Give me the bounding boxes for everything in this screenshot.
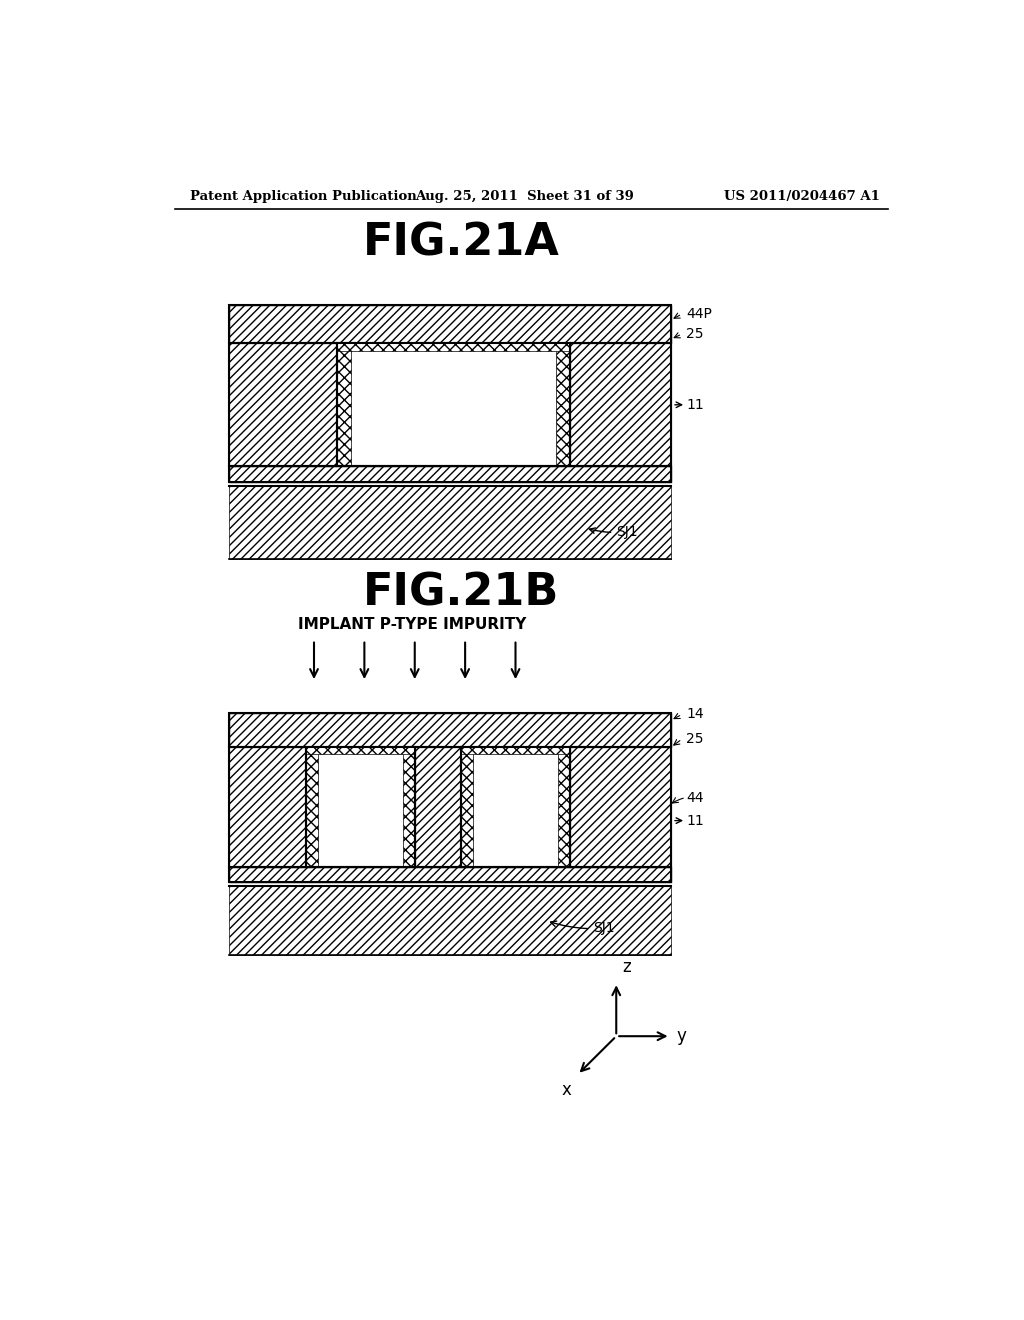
Bar [306, 747, 415, 867]
Bar [228, 343, 337, 466]
Bar [228, 486, 671, 558]
Bar [228, 466, 671, 482]
Bar [228, 867, 671, 882]
Bar [461, 747, 569, 754]
Bar [569, 343, 671, 466]
Bar [228, 713, 671, 747]
Bar [569, 747, 671, 867]
Text: Aug. 25, 2011  Sheet 31 of 39: Aug. 25, 2011 Sheet 31 of 39 [416, 190, 634, 203]
Bar [337, 343, 569, 466]
Bar [461, 747, 569, 867]
Text: SJ1: SJ1 [551, 921, 614, 936]
Bar [228, 305, 671, 343]
Bar [461, 747, 569, 867]
Bar [228, 713, 671, 747]
Text: 14: 14 [686, 708, 703, 721]
Bar [461, 747, 473, 867]
Bar [337, 343, 569, 466]
Bar [403, 747, 415, 867]
Text: US 2011/0204467 A1: US 2011/0204467 A1 [724, 190, 880, 203]
Bar [228, 747, 306, 867]
Bar [228, 343, 337, 466]
Bar [306, 747, 415, 867]
Bar [556, 343, 569, 466]
Text: z: z [623, 958, 631, 977]
Bar [569, 747, 671, 867]
Bar [306, 747, 317, 867]
Bar [228, 886, 671, 956]
Bar [228, 747, 306, 867]
Text: 44: 44 [686, 791, 703, 804]
Text: x: x [561, 1081, 571, 1098]
Text: 44P: 44P [686, 308, 712, 321]
Text: FIG.21B: FIG.21B [364, 572, 559, 615]
Bar [337, 343, 351, 466]
Bar [415, 747, 461, 867]
Bar [337, 343, 569, 351]
Text: 25: 25 [686, 327, 703, 341]
Bar [228, 867, 671, 882]
Text: y: y [677, 1027, 686, 1045]
Text: FIG.21A: FIG.21A [362, 222, 560, 264]
Text: Patent Application Publication: Patent Application Publication [190, 190, 417, 203]
Bar [228, 466, 671, 482]
Text: 11: 11 [686, 813, 703, 828]
Bar [228, 305, 671, 343]
Bar [558, 747, 569, 867]
Text: 25: 25 [686, 733, 703, 746]
Text: SJ1: SJ1 [590, 525, 638, 539]
Bar [306, 747, 415, 754]
Text: 11: 11 [686, 397, 703, 412]
Bar [569, 343, 671, 466]
Bar [415, 747, 461, 867]
Text: IMPLANT P-TYPE IMPURITY: IMPLANT P-TYPE IMPURITY [299, 616, 527, 632]
